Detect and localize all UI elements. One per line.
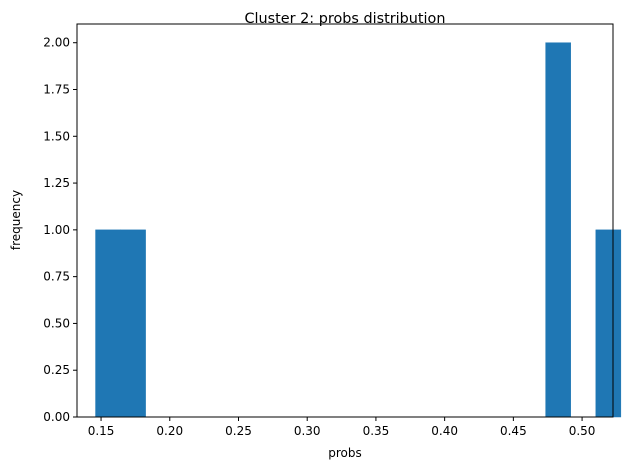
bars-group xyxy=(95,42,622,418)
x-tick-label-7: 0.50 xyxy=(569,424,596,438)
histogram-bar-1 xyxy=(120,229,146,418)
x-axis-label: probs xyxy=(328,446,362,460)
histogram-bar-0 xyxy=(95,229,121,418)
ticks-group: 0.15 0.20 0.25 0.30 0.35 0.40 0.45 0.50 0.00 0.25… xyxy=(43,36,595,438)
y-tick-label-6: 1.50 xyxy=(43,129,70,143)
y-tick-label-1: 0.25 xyxy=(43,363,70,377)
histogram-bar-2 xyxy=(545,42,571,418)
x-tick-label-3: 0.30 xyxy=(294,424,321,438)
y-tick-label-5: 1.25 xyxy=(43,176,70,190)
plot-frame xyxy=(76,23,614,418)
y-tick-label-7: 1.75 xyxy=(43,83,70,97)
y-tick-label-4: 1.00 xyxy=(43,223,70,237)
x-tick-label-4: 0.35 xyxy=(363,424,390,438)
x-tick-label-1: 0.20 xyxy=(156,424,183,438)
y-tick-label-2: 0.50 xyxy=(43,316,70,330)
x-tick-label-2: 0.25 xyxy=(225,424,252,438)
y-tick-label-0: 0.00 xyxy=(43,410,70,424)
histogram-bar-4 xyxy=(595,229,622,418)
x-tick-label-6: 0.45 xyxy=(500,424,527,438)
x-tick-label-0: 0.15 xyxy=(88,424,115,438)
y-tick-label-8: 2.00 xyxy=(43,36,70,50)
y-tick-label-3: 0.75 xyxy=(43,270,70,284)
chart-title: Cluster 2: probs distribution xyxy=(245,11,446,27)
y-axis-label: frequency xyxy=(9,190,23,250)
x-tick-label-5: 0.40 xyxy=(431,424,458,438)
